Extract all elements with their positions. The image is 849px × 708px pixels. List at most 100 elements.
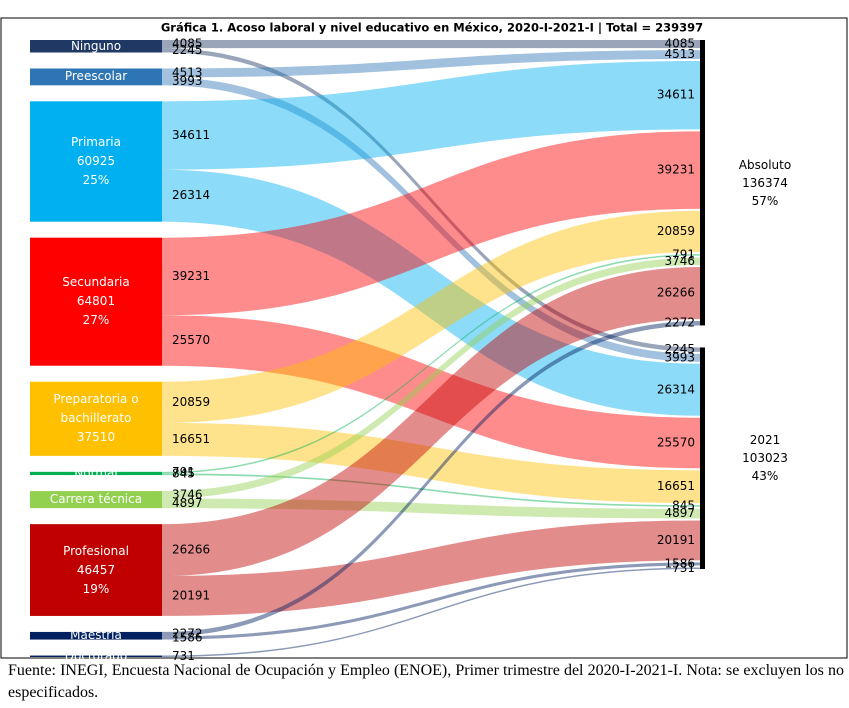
flow xyxy=(162,40,700,49)
flow xyxy=(162,315,700,469)
node-name: 2021 xyxy=(749,433,781,448)
node-share: 57% xyxy=(751,193,779,208)
source-node xyxy=(30,40,162,53)
node-share: 43% xyxy=(751,469,779,484)
source-node-label: Doctorado xyxy=(30,649,162,663)
flow xyxy=(162,210,700,423)
flow-label-left: 26314 xyxy=(172,188,210,202)
chart-border xyxy=(0,17,848,659)
flow xyxy=(162,169,700,416)
flow xyxy=(162,320,700,637)
flow-label-left: 20859 xyxy=(172,395,210,409)
node-name: Ninguno xyxy=(70,38,122,53)
flow-label-right: 1586 xyxy=(664,556,695,570)
flow xyxy=(162,77,700,362)
node-value: 37510 xyxy=(76,430,116,445)
node-value: 103023 xyxy=(742,451,788,466)
source-node xyxy=(30,631,162,640)
source-node xyxy=(30,655,162,657)
flow-label-left: 731 xyxy=(172,649,195,663)
flow-label-right: 39231 xyxy=(657,163,695,177)
node-share: 25% xyxy=(82,173,110,187)
flow-label-right: 16651 xyxy=(657,479,695,493)
flow-label-left: 4085 xyxy=(172,37,203,51)
source-node-label: Carrera técnica xyxy=(30,491,162,508)
source-node-label: Normal xyxy=(30,466,162,480)
node-share: 19% xyxy=(82,581,110,596)
node-value: 136374 xyxy=(742,175,788,190)
flow-label-right: 20191 xyxy=(657,533,695,547)
flow-label-left: 2245 xyxy=(172,43,203,57)
flow-label-right: 3746 xyxy=(664,254,695,268)
flow-label-left: 2272 xyxy=(172,627,203,641)
source-node-label: Maestría xyxy=(30,629,162,643)
flow-label-right: 845 xyxy=(672,499,695,513)
source-node xyxy=(30,381,162,456)
node-name: Preescolar xyxy=(64,69,128,84)
source-node-label: Primaria 60925 25% xyxy=(30,101,162,221)
source-node xyxy=(30,101,162,222)
node-name: Doctorado xyxy=(64,648,128,663)
flow-label-right: 791 xyxy=(672,247,695,261)
target-node xyxy=(700,347,705,569)
flow-label-right: 4897 xyxy=(664,506,695,520)
node-name: Preparatoria o bachillerato xyxy=(53,392,139,426)
flow-label-right: 34611 xyxy=(657,88,695,102)
node-name: Carrera técnica xyxy=(49,492,143,507)
node-name: Secundaria xyxy=(62,275,130,290)
chart-title: Gráfica 1. Acoso laboral y nivel educati… xyxy=(161,21,703,35)
target-node-label: Absoluto 136374 57% xyxy=(725,156,805,210)
source-node-label: Preparatoria o bachillerato 37510 xyxy=(30,382,162,456)
source-node xyxy=(30,471,162,476)
flow-label-right: 4085 xyxy=(664,37,695,51)
flow xyxy=(162,267,700,577)
flow xyxy=(162,50,700,78)
flow-label-right: 2272 xyxy=(664,316,695,330)
flow-label-left: 3746 xyxy=(172,487,203,501)
flow-label-left: 1586 xyxy=(172,630,203,644)
source-node xyxy=(30,491,162,509)
target-node xyxy=(700,40,705,326)
node-name: Profesional xyxy=(63,543,129,558)
link-labels: 4085 408522452245451345133993399334611346… xyxy=(172,37,695,663)
node-name: Absoluto xyxy=(738,157,792,172)
flow-label-right: 4513 xyxy=(664,47,695,61)
node-name: Primaria xyxy=(71,135,121,149)
source-node xyxy=(30,68,162,86)
flow-label-right: 26266 xyxy=(657,286,695,300)
node-name: Normal xyxy=(74,465,118,480)
node-value: 46457 xyxy=(76,562,116,577)
flow xyxy=(162,48,700,352)
flow xyxy=(162,498,700,519)
flow-label-left: 34611 xyxy=(172,128,210,142)
flow-label-left: 4513 xyxy=(172,65,203,79)
flow xyxy=(162,254,700,474)
flow-label-right: 731 xyxy=(672,561,695,575)
node-name: Maestría xyxy=(70,628,122,643)
flow-label-right: 25570 xyxy=(657,436,695,450)
source-node xyxy=(30,237,162,366)
flow-label-right: 2245 xyxy=(664,342,695,356)
source-note: Fuente: INEGI, Encuesta Nacional de Ocup… xyxy=(8,662,844,701)
source-node-label: Profesional 46457 19% xyxy=(30,524,162,616)
flow-label-left: 25570 xyxy=(172,333,210,347)
target-node-label: 2021 103023 43% xyxy=(725,431,805,485)
source-node-label: Ninguno xyxy=(30,39,162,53)
node-share: 27% xyxy=(82,313,110,328)
flow-label-left: 4897 xyxy=(172,496,203,510)
flow xyxy=(162,562,700,640)
node-value: 60925 xyxy=(76,154,116,168)
flow-label-left: 39231 xyxy=(172,269,210,283)
flow xyxy=(162,567,700,657)
flow-label-right: 26314 xyxy=(657,382,695,396)
flow xyxy=(162,473,700,507)
flow-label-left: 791 xyxy=(172,465,195,479)
flow-label-right: 3993 xyxy=(664,350,695,364)
links xyxy=(162,40,700,657)
node-value: 64801 xyxy=(76,294,116,309)
source-node-label: Preescolar xyxy=(30,69,162,86)
flow xyxy=(162,520,700,616)
flow xyxy=(162,131,700,316)
